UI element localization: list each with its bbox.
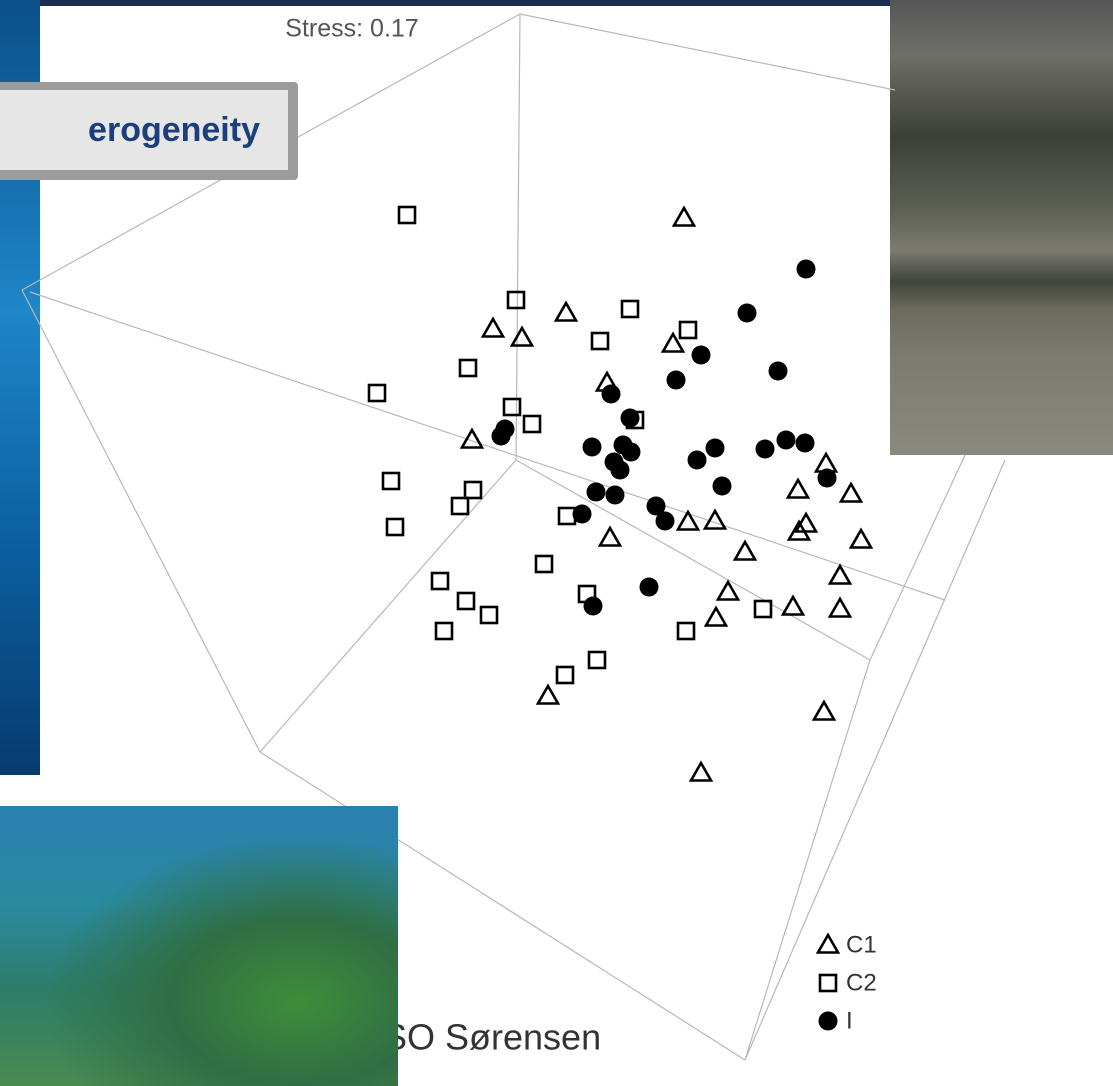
point [780, 594, 806, 616]
point [639, 577, 659, 597]
top-bar [0, 0, 890, 6]
stress-label: Stress: 0.17 [285, 15, 418, 43]
point [480, 316, 506, 338]
point [459, 427, 485, 449]
legend-label: I [846, 1007, 853, 1034]
point [605, 485, 625, 505]
point [688, 760, 714, 782]
point [572, 504, 592, 524]
point [522, 414, 542, 434]
point [385, 517, 405, 537]
point [620, 408, 640, 428]
point [817, 468, 837, 488]
point [786, 519, 812, 541]
point [367, 383, 387, 403]
point [582, 437, 602, 457]
point [553, 300, 579, 322]
point [753, 599, 773, 619]
point [732, 539, 758, 561]
point [597, 525, 623, 547]
point [827, 596, 853, 618]
point [534, 554, 554, 574]
point [793, 511, 819, 533]
point [590, 331, 610, 351]
point [676, 621, 696, 641]
point [776, 430, 796, 450]
point [381, 471, 401, 491]
point [586, 482, 606, 502]
point [557, 506, 577, 526]
legend-label: C2 [846, 969, 877, 996]
point [811, 699, 837, 721]
point [691, 345, 711, 365]
point [785, 477, 811, 499]
point [502, 397, 522, 417]
point [456, 591, 476, 611]
point [430, 571, 450, 591]
legend-marker [818, 1011, 838, 1031]
legend-label: C1 [846, 931, 877, 958]
point [495, 419, 515, 439]
point [703, 605, 729, 627]
point [535, 683, 561, 705]
point [458, 358, 478, 378]
point [621, 442, 641, 462]
box-frame [21, 13, 1006, 1061]
method-label: SO Sørensen [383, 1017, 601, 1058]
point [705, 438, 725, 458]
point [827, 563, 853, 585]
point [620, 299, 640, 319]
point [660, 331, 686, 353]
point [702, 508, 728, 530]
point [838, 481, 864, 503]
point [712, 476, 732, 496]
point [675, 509, 701, 531]
point [848, 527, 874, 549]
point [583, 596, 603, 616]
legend-marker [815, 932, 841, 954]
point [397, 205, 417, 225]
point [601, 384, 621, 404]
reef-photo [0, 806, 398, 1086]
point [666, 370, 686, 390]
river-photo [890, 0, 1113, 455]
point [768, 361, 788, 381]
point [678, 320, 698, 340]
point [715, 579, 741, 601]
point [555, 665, 575, 685]
point [755, 439, 775, 459]
point [796, 259, 816, 279]
point [509, 325, 535, 347]
point [506, 290, 526, 310]
point [737, 303, 757, 323]
title-box: erogeneity [0, 82, 298, 180]
point [795, 433, 815, 453]
point [646, 496, 666, 516]
slide-title: erogeneity [0, 90, 288, 170]
point [671, 205, 697, 227]
point [687, 450, 707, 470]
point [450, 496, 470, 516]
legend-marker [818, 973, 838, 993]
point [463, 480, 483, 500]
point [655, 511, 675, 531]
point [434, 621, 454, 641]
point [610, 460, 630, 480]
point [479, 605, 499, 625]
point [587, 650, 607, 670]
